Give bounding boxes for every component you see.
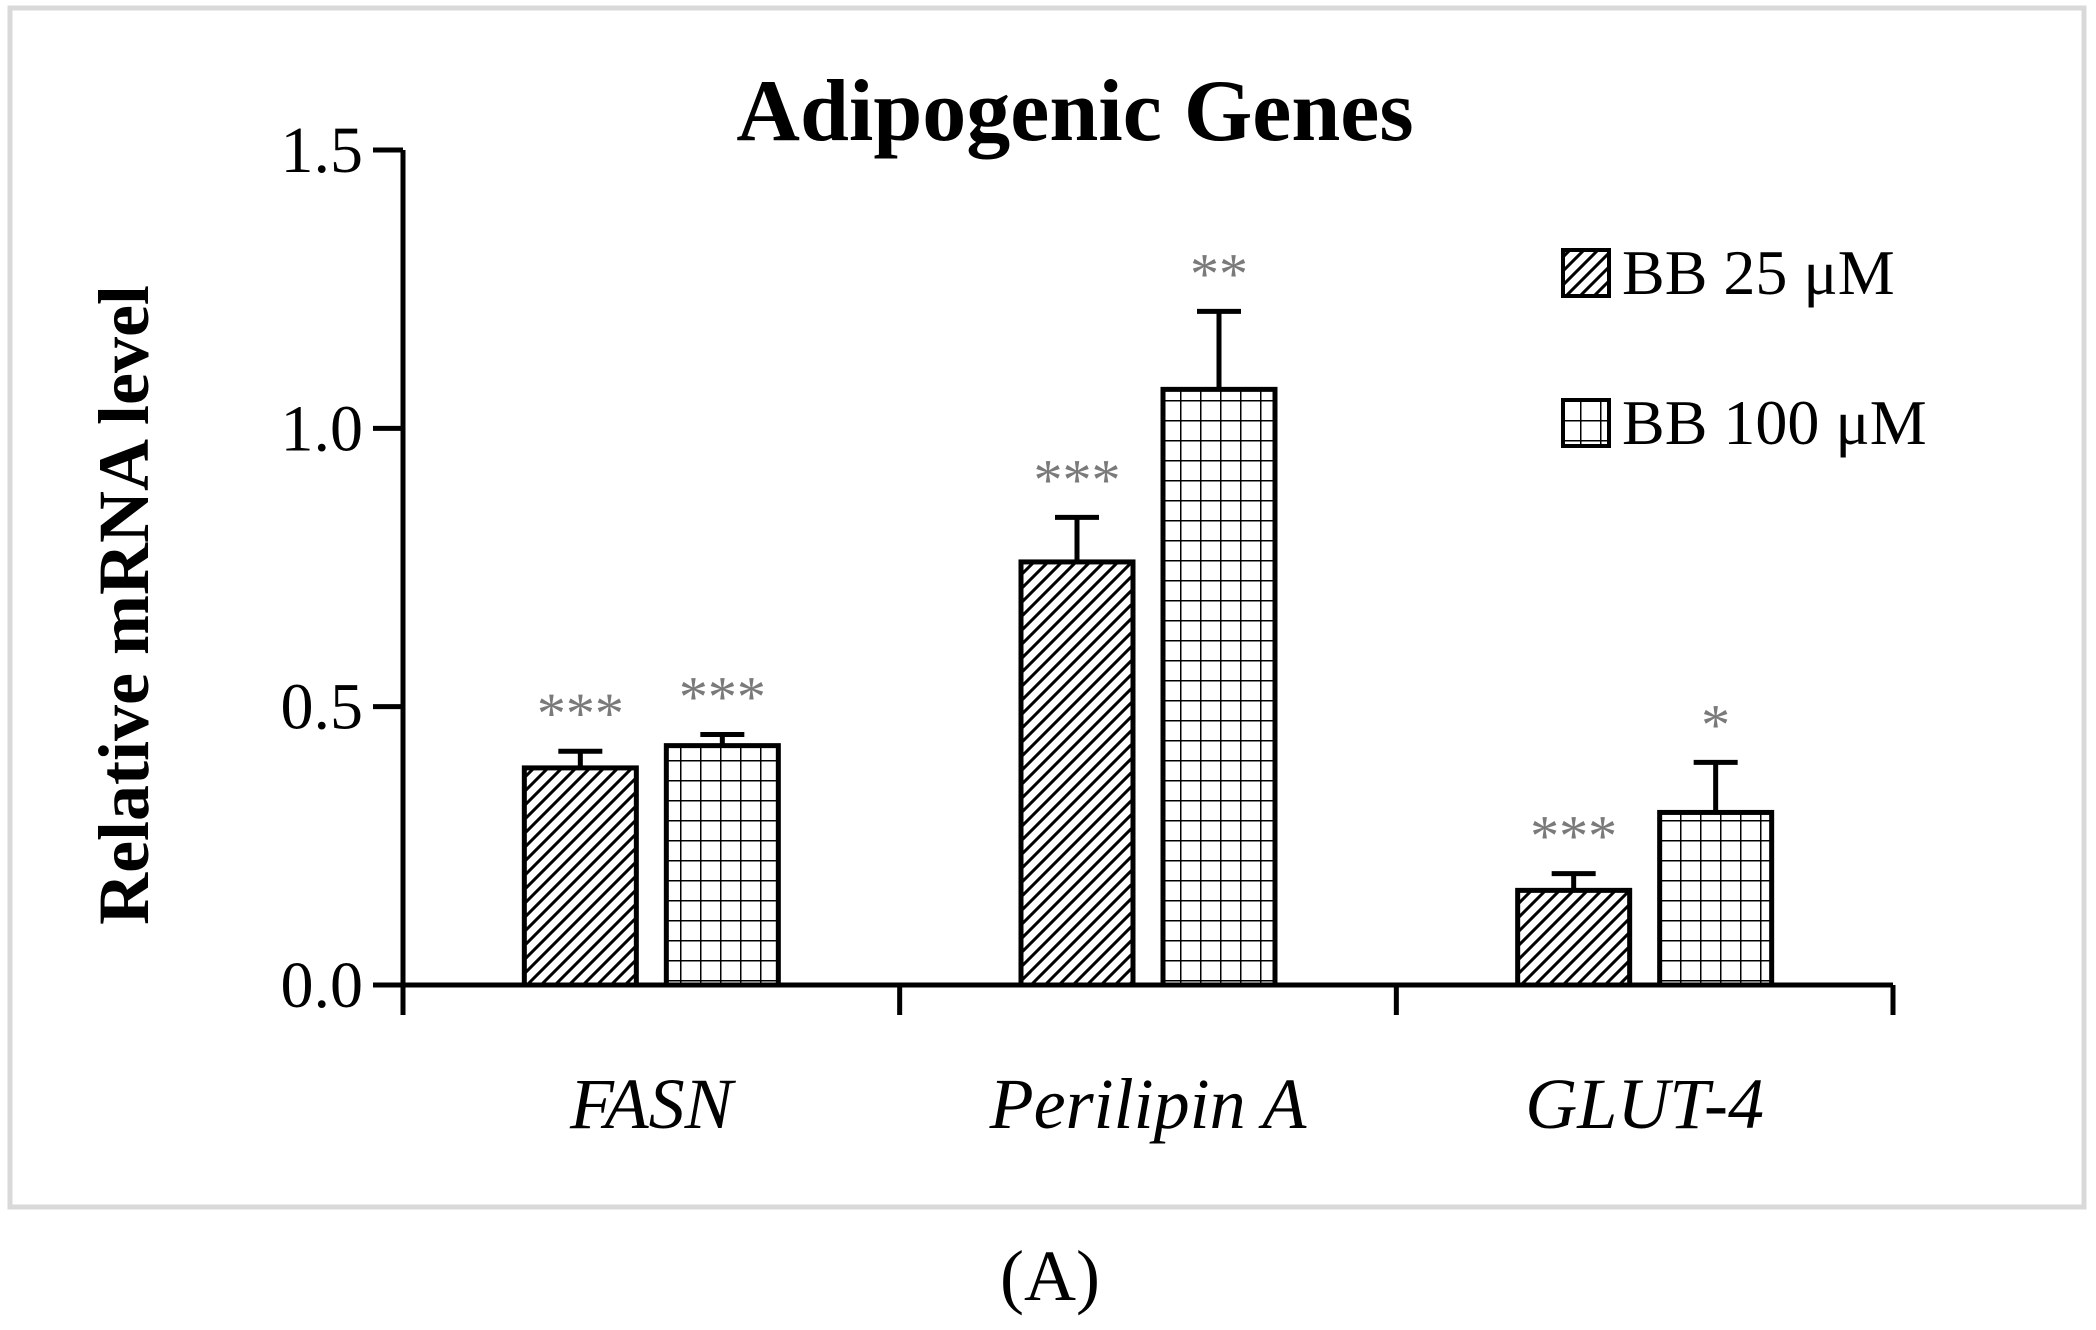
significance-label: ** <box>1190 241 1248 306</box>
significance-label: * <box>1701 692 1730 757</box>
bar <box>1018 559 1136 988</box>
legend-swatch-bb25 <box>1561 248 1611 298</box>
y-tick-label: 1.5 <box>281 114 364 187</box>
bar <box>663 743 781 988</box>
y-axis-label: Relative mRNA level <box>84 285 164 925</box>
significance-label: *** <box>679 665 766 730</box>
bar <box>1657 809 1775 988</box>
bar <box>521 765 639 988</box>
bar <box>1160 386 1278 988</box>
x-category-label: GLUT-4 <box>1525 1064 1764 1144</box>
significance-label: *** <box>1034 447 1121 512</box>
legend: BB 25 μM BB 100 μM <box>1561 237 1927 458</box>
axes-layer: 0.0 0.5 1.0 1.5 FASN Perilipin A GLUT-4 <box>281 114 1896 1144</box>
y-tick-label: 0.5 <box>281 671 364 744</box>
x-category-label: Perilipin A <box>989 1064 1308 1144</box>
y-tick-label: 1.0 <box>281 392 364 465</box>
legend-label-bb100: BB 100 μM <box>1622 387 1927 458</box>
significance-label: *** <box>1530 804 1617 869</box>
bar <box>1515 887 1633 988</box>
x-category-label: FASN <box>569 1064 737 1144</box>
legend-swatch-bb100 <box>1561 398 1611 448</box>
chart-frame <box>7 5 2087 1210</box>
legend-label-bb25: BB 25 μM <box>1622 237 1895 308</box>
chart-title: Adipogenic Genes <box>736 63 1413 160</box>
bars-layer: *************** <box>521 241 1775 988</box>
y-tick-label: 0.0 <box>281 949 364 1022</box>
panel-label: (A) <box>1000 1236 1100 1316</box>
significance-label: *** <box>537 681 624 746</box>
